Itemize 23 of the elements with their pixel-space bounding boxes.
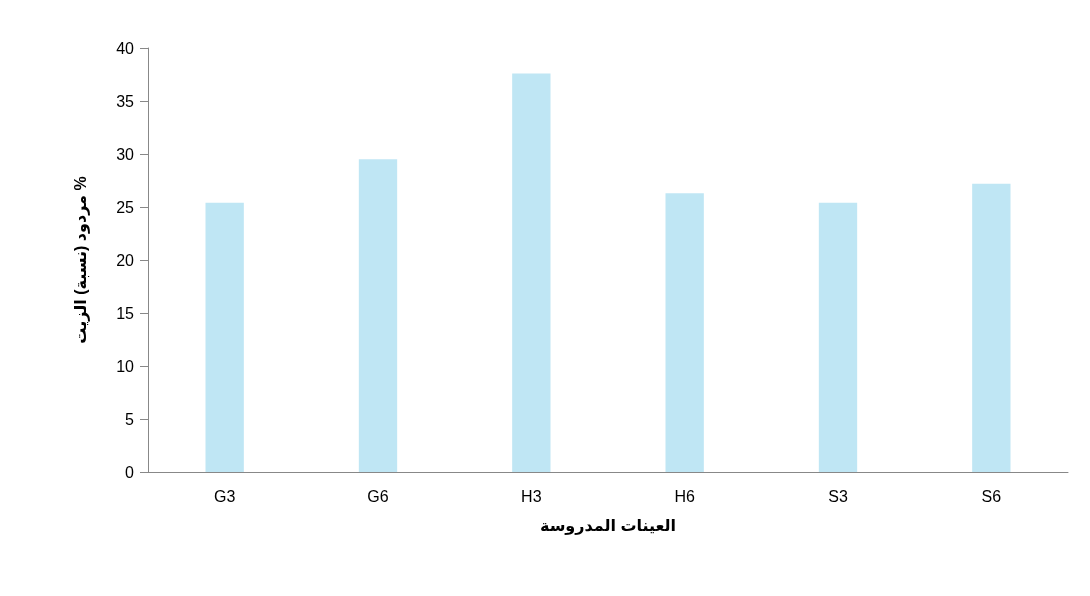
bar <box>512 73 551 472</box>
x-tick-label: G6 <box>367 487 389 505</box>
bar <box>358 159 398 472</box>
y-tick-label: 25 <box>116 198 135 216</box>
y-tick-label: 5 <box>125 410 135 428</box>
x-tick-label: G3 <box>213 487 236 505</box>
y-tick-label: 20 <box>116 251 135 269</box>
bar <box>665 193 704 472</box>
x-tick-label: S3 <box>828 487 848 505</box>
bar <box>205 202 244 472</box>
y-tick-label: 30 <box>116 145 135 163</box>
y-tick-label: 15 <box>116 304 135 322</box>
bar <box>818 202 858 472</box>
x-tick-label: H3 <box>521 487 542 505</box>
x-tick-label: H6 <box>674 487 695 505</box>
y-tick-label: 40 <box>116 39 135 57</box>
x-axis-title: العينات المدروسة <box>539 516 677 535</box>
x-tick-label: S6 <box>981 487 1002 505</box>
y-axis-title: مردود (نسبة) الزيت % <box>71 176 90 344</box>
y-tick-label: 0 <box>125 463 135 481</box>
y-tick-label: 10 <box>116 357 135 375</box>
y-tick-label: 35 <box>116 92 135 110</box>
bar <box>972 183 1011 472</box>
